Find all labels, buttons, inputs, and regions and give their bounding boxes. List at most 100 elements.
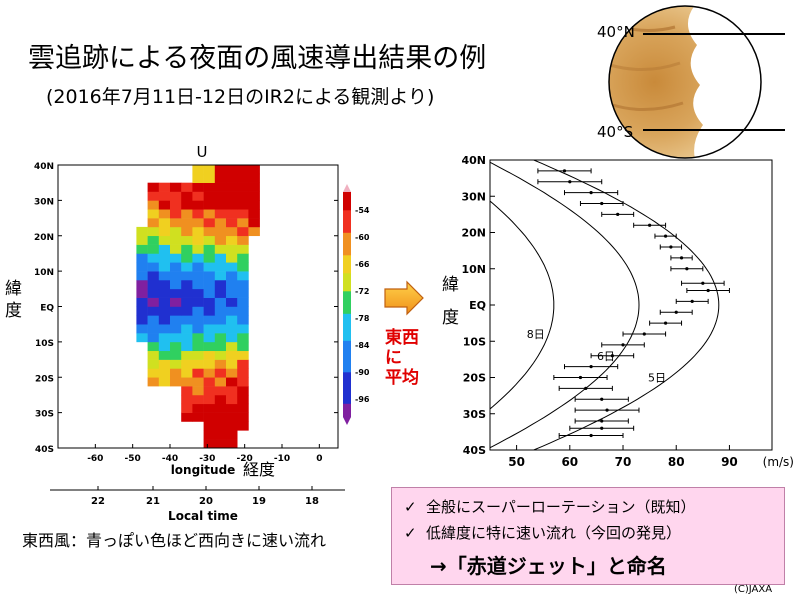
heatmap-cell	[214, 262, 227, 272]
profile-point	[563, 190, 619, 196]
heatmap-cell	[192, 226, 204, 237]
colorbar-segment	[343, 349, 351, 355]
result-item-2-text: 低緯度に特に速い流れ（今回の発見）	[426, 524, 682, 542]
heatmap-cell	[147, 341, 160, 352]
heatmap-cell	[181, 368, 193, 378]
heatmap-cell	[237, 394, 249, 405]
heatmap-cell	[136, 226, 148, 237]
heatmap-x-tick-label: -30	[199, 454, 215, 464]
heatmap-cell	[158, 333, 171, 343]
reference-curve	[490, 200, 555, 410]
heatmap-cell	[181, 262, 193, 272]
heatmap-cell	[147, 306, 160, 316]
heatmap-cell	[192, 182, 204, 192]
heatmap-cell	[214, 359, 227, 369]
colorbar-segment	[343, 201, 351, 206]
profile-y-tick-label: 30S	[463, 408, 486, 421]
heatmap-cell	[192, 377, 204, 387]
heatmap-x-tick-label: -60	[87, 454, 103, 464]
heatmap-cell	[226, 412, 238, 422]
svg-text:度: 度	[442, 308, 459, 328]
heatmap-cell	[147, 359, 160, 369]
heatmap-cell	[237, 350, 249, 360]
profile-point	[537, 168, 592, 174]
heatmap-cell	[170, 271, 182, 281]
heatmap-cell	[158, 226, 171, 237]
heatmap-cell	[237, 324, 249, 334]
heatmap-cell	[147, 271, 160, 281]
heatmap-cell	[158, 350, 171, 360]
heatmap-cell	[226, 394, 238, 405]
heatmap-cell	[226, 253, 238, 263]
heatmap-cell	[158, 288, 171, 298]
heatmap-cell	[192, 350, 204, 360]
local-time-ticks: 22 21 20 19 18	[91, 486, 319, 507]
profile-point	[659, 309, 693, 315]
colorbar-segment	[343, 210, 351, 215]
heatmap-cell	[181, 271, 193, 281]
heatmap-cell	[214, 253, 227, 263]
heatmap-cell	[147, 324, 160, 334]
profile-point	[686, 288, 730, 293]
heatmap-cell	[192, 271, 204, 281]
colorbar-bottom-cap	[343, 417, 351, 425]
heatmap-cell	[226, 191, 238, 201]
profile-point	[649, 320, 683, 326]
colorbar-segment	[343, 255, 351, 260]
heatmap-cell	[226, 244, 238, 254]
heatmap-cell	[226, 271, 238, 281]
heatmap-cell	[237, 421, 249, 431]
heatmap-cell	[226, 386, 238, 396]
profile-point	[659, 244, 683, 250]
heatmap-cell	[170, 297, 182, 307]
profile-point	[574, 396, 629, 402]
profile-point	[558, 385, 613, 391]
heatmap-cell	[136, 315, 148, 325]
heatmap-cell	[158, 182, 171, 192]
colorbar-tick-label: -54	[355, 206, 370, 215]
result-item-1: ✓ 全般にスーパーローテーション（既知）	[404, 496, 696, 517]
colorbar: -54 -60 -66 -72 -78 -84 -90 -96	[343, 184, 370, 425]
colorbar-segment	[343, 322, 351, 328]
heatmap-cell	[147, 297, 160, 307]
colorbar-segment	[343, 300, 351, 305]
heatmap-cell	[237, 377, 249, 387]
heatmap-cell	[237, 403, 249, 413]
colorbar-tick-label: -72	[355, 287, 369, 296]
heatmap-cell	[203, 377, 216, 387]
heatmap-cell	[214, 244, 227, 254]
heatmap-cell	[203, 421, 216, 431]
heatmap-cell	[248, 226, 260, 237]
heatmap-y-tick-label: 20S	[35, 374, 54, 384]
heatmap-cell	[147, 315, 160, 325]
heatmap-cell	[237, 315, 249, 325]
heatmap-cell	[136, 253, 148, 263]
heatmap-cell	[214, 341, 227, 352]
colorbar-segment	[343, 286, 351, 292]
profile-point	[579, 201, 624, 206]
heatmap-cell	[226, 209, 238, 219]
profile-y-tick-label: 20N	[461, 227, 486, 240]
colorbar-tick-label: -66	[355, 260, 370, 269]
heatmap-cell	[214, 182, 227, 192]
venus-disk	[608, 5, 785, 159]
venus-label-40s: 40°S	[597, 123, 634, 141]
heatmap-cell	[214, 173, 227, 183]
colorbar-segment	[343, 268, 351, 274]
colorbar-segment	[343, 259, 351, 265]
heatmap-cell	[170, 209, 182, 219]
heatmap-cell	[136, 324, 148, 334]
zonal-average-line1: 東西に	[385, 328, 419, 368]
heatmap-cell	[147, 191, 160, 201]
heatmap-cell	[203, 226, 216, 237]
heatmap-cell	[226, 439, 238, 449]
heatmap-cell	[170, 368, 182, 378]
heatmap-cell	[181, 279, 193, 290]
heatmap-cell	[192, 200, 204, 210]
result-box: ✓ 全般にスーパーローテーション（既知） ✓ 低緯度に特に速い流れ（今回の発見） →…	[391, 487, 785, 585]
heatmap-cell	[158, 279, 171, 290]
heatmap-cell	[158, 200, 171, 210]
heatmap-cell	[136, 288, 148, 298]
heatmap-cell	[181, 306, 193, 316]
profile-y-axis: 40S 30S 20S 10S EQ 10N 20N 30N 40N	[461, 154, 495, 457]
